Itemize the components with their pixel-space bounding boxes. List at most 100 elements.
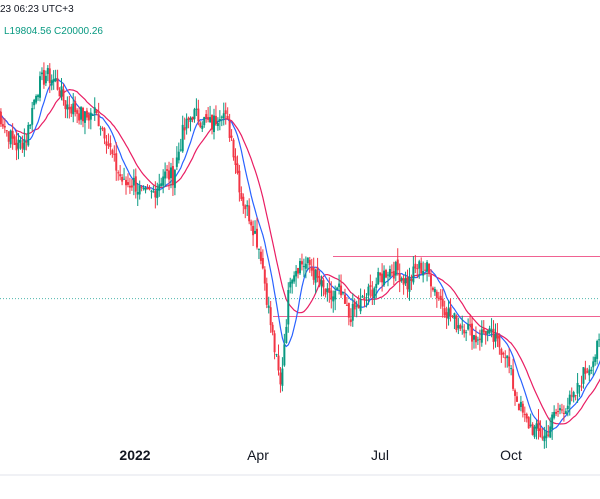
- candle: [291, 278, 294, 294]
- candle-body: [238, 170, 241, 193]
- candle-body: [527, 417, 530, 429]
- candle: [408, 267, 411, 301]
- candle: [242, 193, 245, 214]
- candle: [342, 291, 345, 296]
- candle-body: [267, 305, 270, 308]
- candle-body: [220, 116, 223, 118]
- candle-body: [306, 257, 309, 264]
- time-axis: 2022 Apr Jul Oct: [119, 447, 522, 463]
- candle-body: [222, 113, 225, 119]
- candle: [211, 114, 214, 135]
- candle-body: [338, 283, 341, 288]
- candle: [332, 290, 335, 313]
- candle-body: [3, 125, 6, 128]
- candle-body: [486, 330, 489, 334]
- candle-body: [574, 395, 577, 397]
- candle: [271, 322, 274, 336]
- candle: [388, 265, 391, 280]
- candle-body: [558, 408, 561, 411]
- candle: [562, 405, 565, 422]
- candle-body: [437, 297, 440, 299]
- candle-body: [85, 110, 88, 118]
- candle: [140, 185, 143, 192]
- candle: [250, 219, 253, 231]
- candle: [486, 330, 489, 342]
- candle-body: [388, 268, 391, 277]
- candle-body: [510, 368, 513, 370]
- candle-body: [99, 128, 102, 130]
- candle-body: [195, 108, 198, 110]
- candle: [23, 128, 26, 157]
- candle: [132, 169, 135, 196]
- candle-body: [37, 95, 40, 98]
- candle: [451, 315, 454, 319]
- candle: [72, 93, 75, 123]
- time-axis-tick-apr: Apr: [247, 447, 269, 463]
- candle: [197, 99, 200, 126]
- candle: [189, 116, 192, 132]
- candle-body: [447, 308, 450, 320]
- candle: [533, 424, 536, 439]
- candle-body: [320, 280, 323, 287]
- candle-body: [453, 313, 456, 319]
- candle-body: [160, 183, 163, 186]
- candle-body: [488, 328, 491, 334]
- candle-body: [193, 109, 196, 120]
- candle: [40, 67, 43, 81]
- candle-body: [443, 308, 446, 316]
- candle-body: [359, 299, 362, 312]
- candle-body: [109, 143, 112, 148]
- candle: [56, 69, 59, 91]
- candle: [400, 276, 403, 283]
- candle: [414, 254, 417, 274]
- candle-body: [175, 157, 178, 167]
- candle-body: [478, 338, 481, 341]
- candle-body: [551, 414, 554, 430]
- candle-body: [318, 276, 321, 285]
- candle-body: [449, 307, 452, 317]
- candle-body: [166, 169, 169, 171]
- candle: [334, 285, 337, 311]
- candle-body: [179, 149, 182, 151]
- candle-body: [529, 424, 532, 426]
- candle: [500, 347, 503, 363]
- candle: [385, 268, 388, 279]
- candle: [463, 324, 466, 338]
- candle-body: [68, 107, 71, 110]
- candle: [166, 165, 169, 179]
- candle-body: [598, 339, 600, 341]
- candle: [203, 116, 206, 128]
- candle-body: [596, 340, 599, 359]
- candle-body: [386, 274, 389, 276]
- candle-body: [476, 339, 479, 341]
- candle: [177, 142, 180, 164]
- candle: [126, 173, 129, 188]
- candle: [467, 318, 470, 331]
- candle: [447, 300, 450, 326]
- chart-header: 23 06:23 UTC+3 L19804.56 C20000.26: [0, 0, 600, 44]
- candle: [543, 426, 546, 449]
- candle: [572, 390, 575, 403]
- candle-body: [484, 330, 487, 336]
- candle: [318, 270, 321, 288]
- candle-body: [80, 107, 83, 120]
- candle-body: [5, 130, 8, 132]
- candle-body: [209, 117, 212, 123]
- candle-body: [23, 139, 26, 150]
- candle: [267, 296, 270, 314]
- candle: [238, 164, 241, 202]
- candle: [377, 267, 380, 286]
- candle-body: [369, 285, 372, 287]
- candle: [259, 246, 262, 265]
- candle: [168, 161, 171, 190]
- candle: [521, 400, 524, 418]
- candle-body: [27, 124, 30, 146]
- candle: [105, 134, 108, 154]
- candle: [596, 339, 599, 365]
- candle-body: [158, 184, 161, 191]
- candle-body: [281, 368, 284, 386]
- candle: [232, 138, 235, 161]
- candle: [29, 124, 32, 130]
- candle-body: [547, 434, 550, 436]
